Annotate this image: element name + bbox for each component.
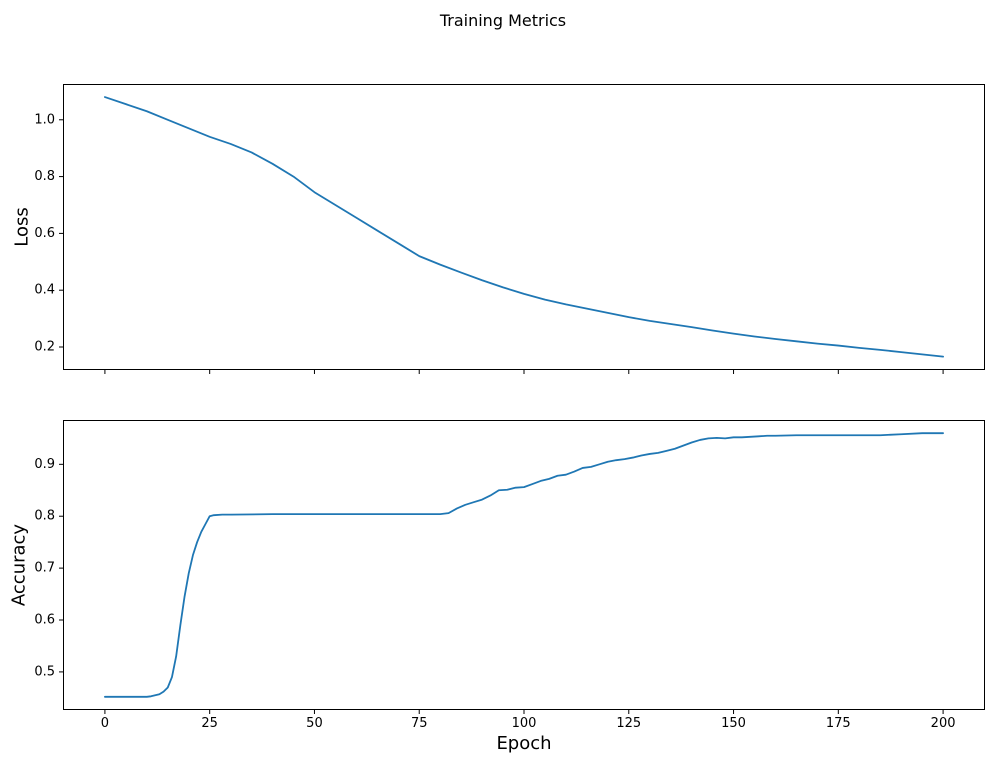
y-tick-label: 0.9 [34, 457, 55, 472]
y-tick-label: 0.2 [34, 339, 55, 354]
x-tick-label: 200 [931, 716, 956, 731]
x-tick-label: 100 [512, 716, 537, 731]
y-tick-label: 0.6 [34, 613, 55, 628]
y-tick-label: 0.7 [34, 561, 55, 576]
axes-frame [63, 420, 985, 710]
x-tick-label: 125 [616, 716, 641, 731]
loss-axis-label: Loss [11, 207, 33, 247]
series-line [104, 432, 944, 698]
accuracy-plot: 0 25 50 75 100 125 150 175 200 0.5 0.6 0.7 0.8 0.9 [34, 420, 985, 731]
y-tick-label: 0.5 [34, 664, 55, 679]
y-tick-label: 1.0 [34, 112, 55, 127]
x-tick-label: 50 [306, 716, 323, 731]
y-tick-label: 0.8 [34, 169, 55, 184]
y-tick-label: 0.8 [34, 509, 55, 524]
axes-frame [63, 84, 985, 370]
x-tick-label: 150 [721, 716, 746, 731]
y-tick-label: 0.6 [34, 226, 55, 241]
epoch-axis-label: Epoch [496, 733, 552, 754]
y-tick-label: 0.4 [34, 283, 55, 298]
figure-title: Training Metrics [439, 11, 567, 30]
x-tick-label: 0 [101, 716, 109, 731]
x-tick-label: 25 [201, 716, 218, 731]
loss-plot: 0.2 0.4 0.6 0.8 1.0 [34, 84, 985, 374]
accuracy-axis-label: Accuracy [8, 523, 30, 607]
x-tick-label: 75 [411, 716, 428, 731]
x-tick-label: 175 [826, 716, 851, 731]
series-line [104, 96, 944, 358]
